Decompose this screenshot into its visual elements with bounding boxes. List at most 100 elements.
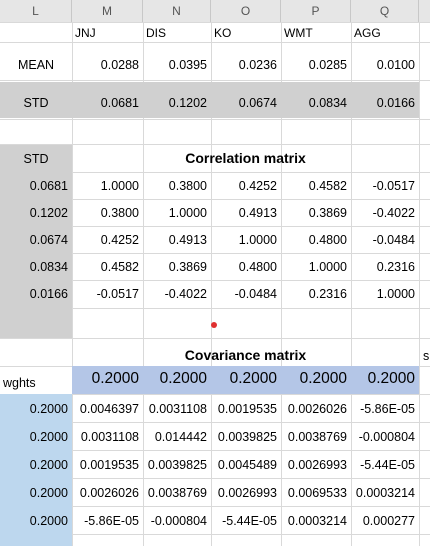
correlation-cell[interactable]: 0.3869: [168, 260, 207, 274]
correlation-cell[interactable]: 0.4252: [100, 233, 139, 247]
correlation-matrix-title[interactable]: Correlation matrix: [185, 150, 306, 166]
ticker-dis[interactable]: DIS: [146, 26, 167, 40]
weight-cell[interactable]: 0.2000: [229, 370, 277, 387]
correlation-cell[interactable]: -0.0484: [372, 233, 415, 247]
covariance-cell[interactable]: 0.0026026: [287, 402, 347, 416]
covariance-cell[interactable]: 0.0039825: [147, 458, 207, 472]
covariance-matrix-title[interactable]: Covariance matrix: [184, 347, 307, 363]
row-weight-cell[interactable]: 0.2000: [29, 430, 68, 444]
correlation-cell[interactable]: 0.4252: [238, 179, 277, 193]
correlation-cell[interactable]: 0.4800: [238, 260, 277, 274]
correlation-cell[interactable]: 0.2316: [376, 260, 415, 274]
correlation-cell[interactable]: 1.0000: [168, 206, 207, 220]
weights-row-fill: [72, 366, 419, 394]
correlation-cell[interactable]: 0.4582: [308, 179, 347, 193]
correlation-cell[interactable]: 1.0000: [376, 287, 415, 301]
std-cell[interactable]: 0.1202: [168, 96, 207, 110]
covariance-cell[interactable]: 0.0031108: [80, 430, 139, 444]
std-label[interactable]: STD: [23, 96, 49, 110]
mean-cell[interactable]: 0.0395: [168, 58, 207, 72]
overflow-cell-text[interactable]: su: [423, 349, 430, 363]
corr-std-value[interactable]: 0.0681: [29, 179, 68, 193]
covariance-cell[interactable]: 0.0031108: [148, 402, 207, 416]
column-header-q[interactable]: Q: [351, 0, 419, 22]
correlation-cell[interactable]: 0.2316: [308, 287, 347, 301]
correlation-cell[interactable]: 1.0000: [238, 233, 277, 247]
correlation-cell[interactable]: -0.0484: [234, 287, 277, 301]
correlation-cell[interactable]: -0.0517: [96, 287, 139, 301]
correlation-cell[interactable]: -0.0517: [372, 179, 415, 193]
covariance-cell[interactable]: -5.44E-05: [360, 458, 415, 472]
weights-label[interactable]: wghts: [3, 376, 36, 390]
correlation-cell[interactable]: -0.4022: [372, 206, 415, 220]
column-header-o[interactable]: O: [211, 0, 281, 22]
covariance-cell[interactable]: 0.0026993: [287, 458, 347, 472]
correlation-cell[interactable]: -0.4022: [164, 287, 207, 301]
red-dot-marker: [211, 322, 217, 328]
covariance-cell[interactable]: 0.014442: [154, 430, 207, 444]
corr-std-value[interactable]: 0.0674: [29, 233, 68, 247]
mean-label[interactable]: MEAN: [17, 58, 55, 72]
covariance-cell[interactable]: 0.0019535: [79, 458, 139, 472]
covariance-cell[interactable]: -5.44E-05: [222, 514, 277, 528]
mean-cell[interactable]: 0.0288: [100, 58, 139, 72]
column-header-l[interactable]: L: [0, 0, 72, 22]
weight-cell[interactable]: 0.2000: [91, 370, 139, 387]
covariance-cell[interactable]: 0.000277: [362, 514, 415, 528]
covariance-cell[interactable]: -5.86E-05: [84, 514, 139, 528]
correlation-cell[interactable]: 0.4913: [238, 206, 277, 220]
std-cell[interactable]: 0.0834: [308, 96, 347, 110]
spreadsheet-grid[interactable]: JNJ DIS KO WMT AGG MEAN 0.0288 0.0395 0.…: [0, 22, 430, 546]
column-header-p[interactable]: P: [281, 0, 351, 22]
covariance-cell[interactable]: 0.0038769: [287, 430, 347, 444]
covariance-cell[interactable]: 0.0039825: [217, 430, 277, 444]
std-cell[interactable]: 0.0166: [376, 96, 415, 110]
std-cell[interactable]: 0.0681: [100, 96, 139, 110]
weight-cell[interactable]: 0.2000: [159, 370, 207, 387]
column-header-n[interactable]: N: [143, 0, 211, 22]
covariance-cell[interactable]: -0.000804: [358, 430, 415, 444]
column-header-bar: L M N O P Q: [0, 0, 430, 23]
correlation-cell[interactable]: 0.4582: [100, 260, 139, 274]
row-weight-cell[interactable]: 0.2000: [29, 514, 68, 528]
covariance-cell[interactable]: 0.0038769: [147, 486, 207, 500]
covariance-cell[interactable]: 0.0026993: [217, 486, 277, 500]
covariance-cell[interactable]: 0.0046397: [79, 402, 139, 416]
covariance-cell[interactable]: 0.0069533: [287, 486, 347, 500]
row-weight-cell[interactable]: 0.2000: [29, 458, 68, 472]
weight-cell[interactable]: 0.2000: [367, 370, 415, 387]
covariance-cell[interactable]: 0.0045489: [217, 458, 277, 472]
row-weights-column-fill: [0, 394, 72, 546]
correlation-cell[interactable]: 0.3800: [100, 206, 139, 220]
std-cell[interactable]: 0.0674: [238, 96, 277, 110]
ticker-wmt[interactable]: WMT: [284, 26, 313, 40]
ticker-jnj[interactable]: JNJ: [75, 26, 96, 40]
mean-cell[interactable]: 0.0236: [238, 58, 277, 72]
ticker-ko[interactable]: KO: [214, 26, 232, 40]
correlation-cell[interactable]: 0.3869: [308, 206, 347, 220]
correlation-cell[interactable]: 0.3800: [168, 179, 207, 193]
correlation-cell[interactable]: 0.4913: [168, 233, 207, 247]
mean-cell[interactable]: 0.0100: [376, 58, 415, 72]
std-band: [0, 82, 419, 118]
correlation-cell[interactable]: 1.0000: [100, 179, 139, 193]
covariance-cell[interactable]: 0.0019535: [217, 402, 277, 416]
column-header-m[interactable]: M: [72, 0, 143, 22]
covariance-cell[interactable]: -0.000804: [150, 514, 207, 528]
corr-std-column-fill: [0, 145, 72, 338]
correlation-cell[interactable]: 0.4800: [308, 233, 347, 247]
corr-std-label[interactable]: STD: [23, 152, 49, 166]
covariance-cell[interactable]: 0.0026026: [79, 486, 139, 500]
mean-cell[interactable]: 0.0285: [308, 58, 347, 72]
covariance-cell[interactable]: 0.0003214: [355, 486, 415, 500]
corr-std-value[interactable]: 0.0166: [29, 287, 68, 301]
row-weight-cell[interactable]: 0.2000: [29, 486, 68, 500]
covariance-cell[interactable]: -5.86E-05: [360, 402, 415, 416]
corr-std-value[interactable]: 0.0834: [29, 260, 68, 274]
corr-std-value[interactable]: 0.1202: [29, 206, 68, 220]
weight-cell[interactable]: 0.2000: [299, 370, 347, 387]
ticker-agg[interactable]: AGG: [354, 26, 381, 40]
row-weight-cell[interactable]: 0.2000: [29, 402, 68, 416]
covariance-cell[interactable]: 0.0003214: [287, 514, 347, 528]
correlation-cell[interactable]: 1.0000: [308, 260, 347, 274]
